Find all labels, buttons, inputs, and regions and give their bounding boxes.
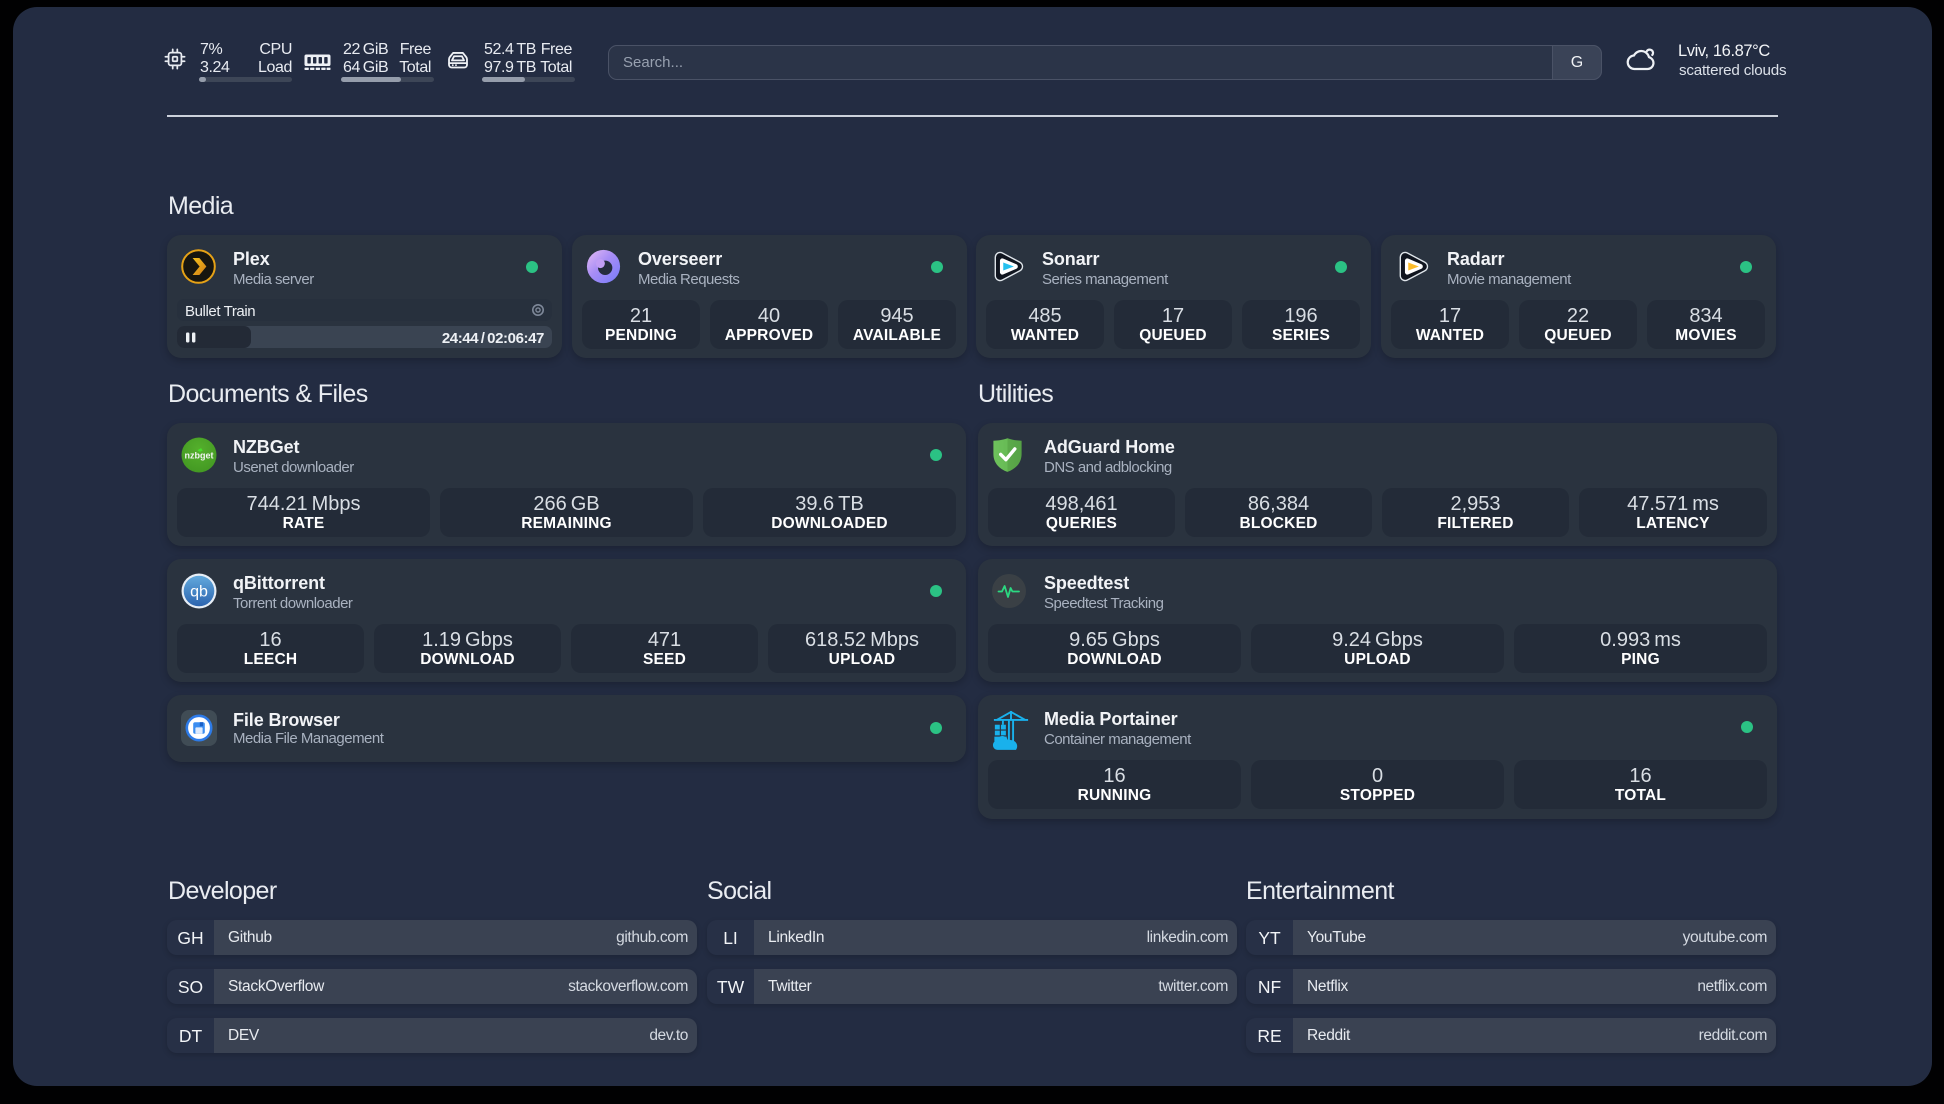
svg-text:nzbget: nzbget	[185, 451, 214, 461]
svg-text:qb: qb	[190, 584, 208, 601]
